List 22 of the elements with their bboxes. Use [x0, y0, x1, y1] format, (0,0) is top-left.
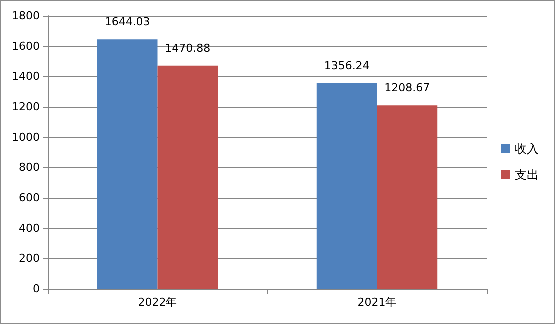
y-tick-label: 400	[19, 222, 40, 235]
data-label: 1644.03	[104, 16, 150, 29]
data-label: 1356.24	[324, 59, 370, 72]
y-tick-label: 1400	[12, 70, 40, 84]
y-tick-label: 600	[19, 192, 40, 204]
y-tick-label: 1000	[12, 130, 40, 144]
y-tick-label: 1200	[12, 100, 40, 114]
legend-label: 支出	[515, 168, 539, 182]
bar	[97, 40, 158, 289]
x-tick-label: 2021年	[358, 296, 397, 309]
y-tick-label: 1600	[12, 40, 40, 53]
data-label: 1470.88	[165, 42, 211, 55]
y-tick-label: 0	[33, 282, 40, 296]
bar	[377, 106, 438, 289]
bar	[158, 66, 218, 289]
data-label: 1208.67	[384, 82, 430, 95]
y-tick-label: 1800	[12, 10, 40, 22]
y-tick-label: 200	[19, 252, 40, 266]
y-tick-label: 800	[19, 161, 40, 174]
x-tick-label: 2022年	[138, 296, 178, 309]
bar	[316, 83, 378, 289]
legend-label: 收入	[515, 142, 539, 156]
